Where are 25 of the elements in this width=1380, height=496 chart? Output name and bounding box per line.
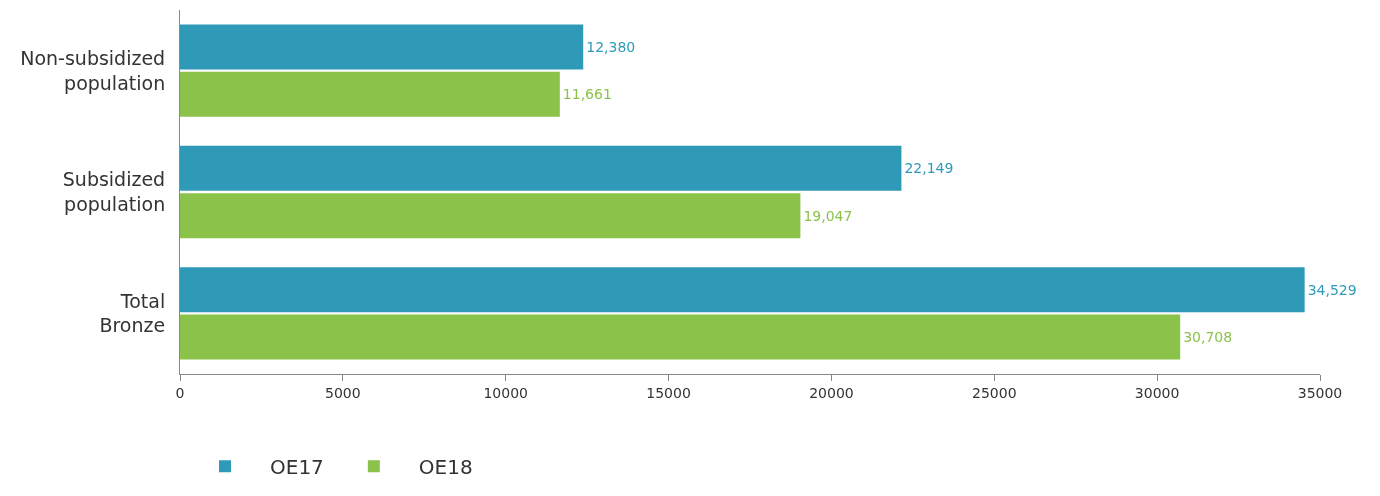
data-label: 19,047	[803, 207, 853, 224]
data-label: 12,380	[586, 39, 636, 56]
data-label: 22,149	[904, 160, 954, 177]
data-label: 34,529	[1307, 281, 1357, 298]
y-tick-label: Non-subsidized population	[20, 46, 166, 94]
x-tick-label: 5000	[325, 384, 361, 401]
bar	[180, 145, 902, 191]
x-tick-label: 30000	[1134, 384, 1180, 401]
y-tick-label: Subsidized population	[62, 168, 166, 215]
bar	[180, 71, 560, 117]
legend-label: OE18	[418, 455, 473, 480]
x-tick-label: 15000	[646, 384, 691, 401]
x-tick-label: 25000	[972, 384, 1017, 401]
data-label: 30,708	[1183, 328, 1233, 345]
y-tick-label: Total Bronze	[99, 289, 166, 337]
x-tick-label: 0	[175, 384, 185, 401]
bar	[180, 193, 801, 239]
data-label: 11,661	[562, 86, 612, 103]
x-tick-label: 35000	[1297, 384, 1343, 401]
bar	[180, 267, 1305, 313]
x-tick-label: 10000	[483, 384, 528, 401]
x-tick-label: 20000	[809, 384, 854, 401]
bar	[180, 314, 1181, 360]
bar	[180, 24, 584, 70]
legend-label: OE17	[270, 455, 324, 480]
